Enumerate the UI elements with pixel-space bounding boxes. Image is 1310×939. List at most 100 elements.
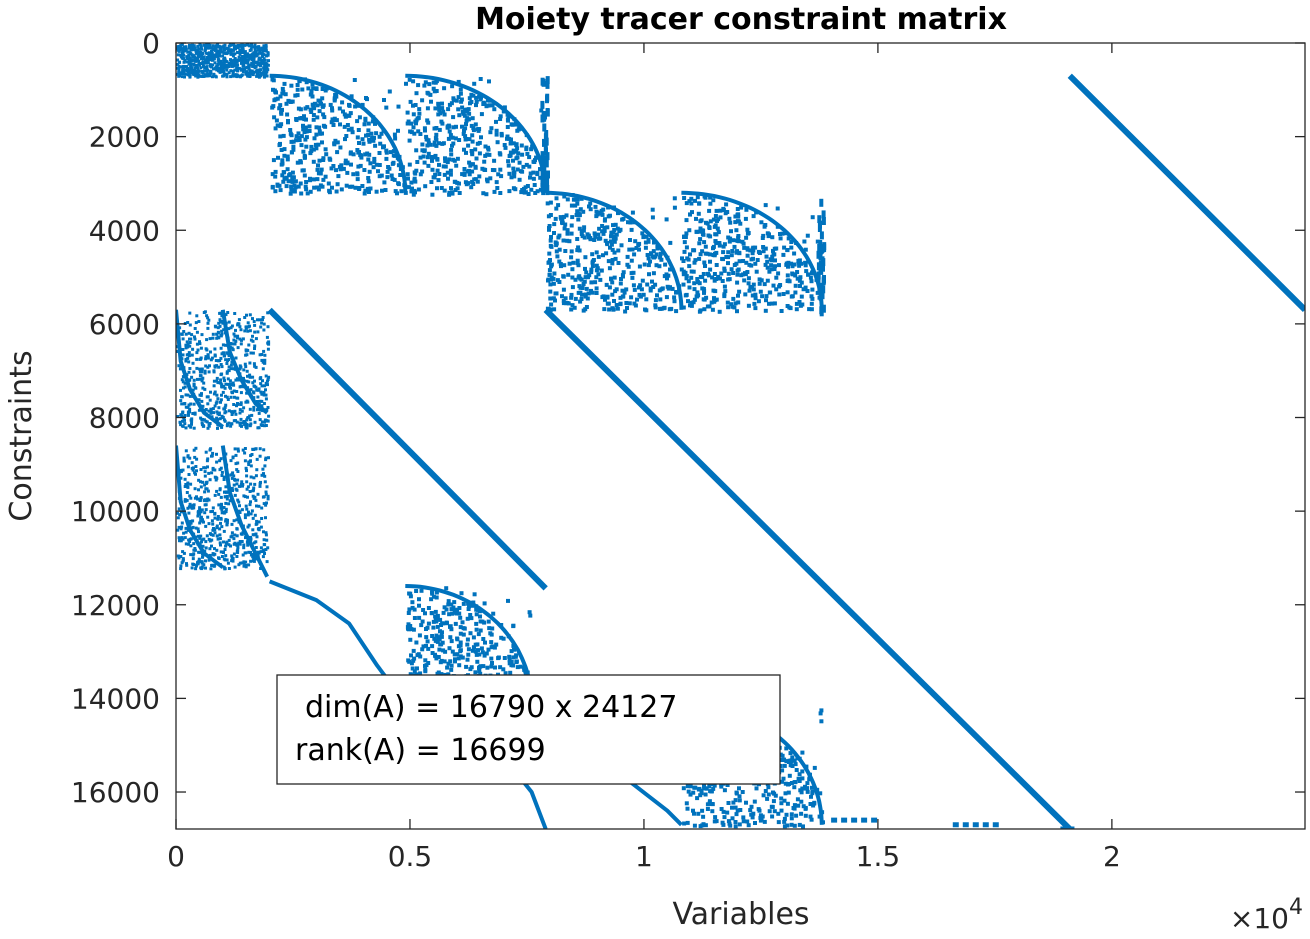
matrix-nonzero (484, 192, 489, 197)
matrix-nonzero (316, 142, 321, 147)
matrix-nonzero (412, 656, 417, 661)
matrix-nonzero (199, 356, 203, 360)
matrix-nonzero (250, 69, 254, 73)
matrix-nonzero (785, 823, 790, 828)
matrix-nonzero (702, 260, 707, 265)
matrix-nonzero (597, 226, 602, 231)
matrix-nonzero (481, 664, 486, 669)
matrix-nonzero (476, 128, 481, 133)
matrix-nonzero (373, 143, 378, 148)
matrix-nonzero (245, 474, 249, 478)
matrix-nonzero (178, 513, 182, 517)
matrix-nonzero (321, 103, 326, 108)
matrix-nonzero (226, 377, 230, 381)
matrix-nonzero (348, 111, 353, 116)
matrix-nonzero (553, 291, 558, 296)
matrix-nonzero (449, 152, 454, 157)
matrix-nonzero (266, 497, 270, 501)
matrix-nonzero (184, 48, 188, 52)
matrix-nonzero (545, 93, 550, 102)
matrix-nonzero (702, 290, 706, 295)
matrix-nonzero (189, 482, 193, 486)
matrix-nonzero (606, 301, 611, 306)
matrix-nonzero (227, 538, 231, 542)
matrix-nonzero (711, 786, 716, 791)
matrix-nonzero (551, 296, 556, 301)
matrix-nonzero (433, 614, 438, 619)
matrix-nonzero (191, 55, 195, 59)
matrix-nonzero (415, 666, 419, 671)
matrix-nonzero (561, 298, 566, 303)
matrix-nonzero (262, 502, 266, 506)
matrix-nonzero (579, 297, 584, 301)
matrix-nonzero (296, 131, 301, 136)
matrix-nonzero (213, 61, 217, 65)
matrix-nonzero (716, 217, 721, 222)
matrix-nonzero (425, 106, 430, 111)
matrix-nonzero (812, 800, 817, 805)
matrix-nonzero (271, 87, 275, 92)
matrix-nonzero (211, 44, 215, 48)
matrix-nonzero (253, 555, 257, 559)
matrix-nonzero (508, 670, 513, 675)
matrix-nonzero (253, 323, 257, 327)
matrix-nonzero (492, 158, 497, 163)
matrix-nonzero (348, 151, 353, 156)
matrix-nonzero (271, 158, 276, 163)
matrix-nonzero (195, 330, 199, 334)
matrix-nonzero (199, 485, 203, 489)
matrix-nonzero (254, 50, 257, 54)
matrix-nonzero (692, 281, 697, 286)
matrix-nonzero (191, 504, 195, 508)
matrix-nonzero (776, 811, 781, 816)
matrix-nonzero (727, 216, 732, 221)
matrix-nonzero (234, 328, 237, 332)
matrix-nonzero (220, 555, 224, 558)
matrix-nonzero (412, 188, 417, 193)
matrix-nonzero (231, 455, 235, 459)
matrix-nonzero (542, 164, 547, 172)
matrix-nonzero (181, 353, 185, 357)
matrix-nonzero (218, 359, 222, 362)
matrix-nonzero (253, 379, 256, 383)
matrix-nonzero (223, 407, 226, 411)
matrix-nonzero (232, 519, 236, 523)
matrix-nonzero (297, 78, 302, 83)
matrix-nonzero (708, 195, 713, 200)
matrix-nonzero (407, 138, 412, 143)
matrix-nonzero (575, 261, 580, 266)
matrix-nonzero (183, 402, 187, 405)
matrix-nonzero (753, 306, 758, 311)
matrix-nonzero (498, 191, 503, 195)
matrix-nonzero (284, 101, 289, 106)
matrix-nonzero (803, 263, 808, 268)
matrix-nonzero (231, 381, 235, 385)
matrix-nonzero (464, 664, 469, 669)
matrix-nonzero (771, 248, 775, 253)
matrix-nonzero (541, 78, 546, 87)
matrix-nonzero (469, 185, 474, 190)
matrix-nonzero (184, 449, 188, 453)
matrix-nonzero (499, 174, 504, 179)
matrix-nonzero (318, 131, 323, 136)
matrix-nonzero (188, 410, 192, 414)
matrix-nonzero (820, 256, 825, 265)
matrix-nonzero (478, 619, 483, 624)
matrix-nonzero (456, 79, 461, 84)
matrix-nonzero (818, 292, 823, 301)
matrix-nonzero (191, 70, 194, 74)
matrix-nonzero (193, 455, 197, 459)
matrix-nonzero (618, 301, 623, 306)
matrix-nonzero (798, 275, 803, 280)
matrix-nonzero (554, 249, 559, 254)
matrix-nonzero (236, 461, 240, 465)
matrix-nonzero (581, 228, 586, 233)
matrix-nonzero (197, 50, 201, 54)
matrix-nonzero (653, 305, 658, 310)
matrix-nonzero (224, 358, 228, 362)
matrix-nonzero (783, 791, 788, 796)
matrix-nonzero (218, 527, 222, 531)
matrix-nonzero (225, 362, 229, 365)
matrix-nonzero (789, 240, 794, 244)
matrix-nonzero (208, 364, 211, 368)
